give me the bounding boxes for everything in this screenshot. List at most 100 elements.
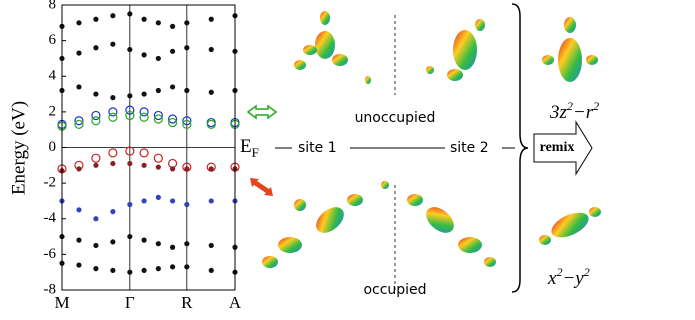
band-point [94, 17, 98, 21]
band-point [111, 240, 115, 244]
band-point [94, 217, 98, 221]
band-point [111, 42, 115, 46]
band-point [128, 48, 132, 52]
band-point [142, 238, 146, 242]
band-point [140, 149, 148, 157]
label-part: 2 [584, 265, 590, 279]
band-point [142, 199, 146, 203]
band-point [94, 46, 98, 50]
band-point [171, 245, 175, 249]
label-part: −y [562, 268, 584, 289]
band-point [156, 267, 160, 271]
band-point [128, 12, 132, 16]
band-point [111, 14, 115, 18]
y-tick-label: -4 [44, 210, 57, 226]
occupied-arrow [250, 178, 273, 196]
y-axis-label: Energy (eV) [8, 101, 29, 195]
band-point [77, 208, 81, 212]
band-point [209, 268, 213, 272]
band-point [128, 235, 132, 239]
band-point [128, 94, 132, 98]
band-point [156, 242, 160, 246]
band-point [142, 92, 146, 96]
band-point [171, 167, 175, 171]
band-point [185, 242, 189, 246]
band-point [209, 48, 213, 52]
remix-label: remix [540, 140, 575, 155]
label-part: −r [573, 102, 594, 123]
y-tick-label: 2 [49, 103, 57, 119]
band-point [77, 238, 81, 242]
band-point [209, 90, 213, 94]
fermi-sub: F [252, 145, 259, 160]
band-point [142, 53, 146, 57]
orbital-2-label: x2−y2 [547, 265, 590, 290]
band-point [171, 265, 175, 269]
band-point [142, 268, 146, 272]
unoccupied-label: unoccupied [355, 110, 436, 126]
band-point [94, 267, 98, 271]
band-point [185, 46, 189, 50]
band-point [156, 195, 160, 199]
site2-label: site 2 [450, 140, 489, 156]
band-point [156, 165, 160, 169]
band-point [185, 21, 189, 25]
band-point [111, 162, 115, 166]
band-point [77, 21, 81, 25]
site1-label: site 1 [298, 140, 337, 156]
band-point [154, 154, 162, 162]
band-point [128, 203, 132, 207]
band-point [94, 92, 98, 96]
band-point [128, 270, 132, 274]
band-point [171, 85, 175, 89]
band-point [142, 17, 146, 21]
band-point [209, 243, 213, 247]
y-tick-label: -2 [44, 175, 57, 191]
band-point [209, 17, 213, 21]
band-point [171, 199, 175, 203]
band-point [92, 154, 100, 162]
label-part: 2 [593, 99, 599, 113]
band-point [185, 89, 189, 93]
unoccupied-arrow [248, 106, 276, 118]
band-point [209, 199, 213, 203]
band-point [77, 167, 81, 171]
x-tick-label: R [181, 293, 193, 312]
band-point [140, 113, 148, 121]
x-tick-label: A [229, 293, 242, 312]
band-point [111, 210, 115, 214]
x-tick-label: Γ [125, 293, 135, 312]
band-point [92, 117, 100, 125]
band-point [109, 113, 117, 121]
band-point [77, 51, 81, 55]
band-point [128, 162, 132, 166]
occupied-label: occupied [363, 282, 426, 298]
band-point [185, 265, 189, 269]
band-point [94, 243, 98, 247]
band-point [142, 163, 146, 167]
band-point [77, 263, 81, 267]
band-point [94, 163, 98, 167]
y-tick-label: 0 [49, 139, 57, 155]
band-point [77, 85, 81, 89]
band-point [156, 89, 160, 93]
fermi-e: E [240, 136, 252, 157]
band-point [111, 96, 115, 100]
x-tick-label: M [54, 293, 69, 312]
orbital-1-label: 3z2−r2 [549, 99, 599, 124]
label-part: 3z [549, 102, 568, 123]
band-point [185, 167, 189, 171]
figure: Energy (eV) -8-6-4-202468MΓRA unoccupied… [0, 0, 695, 320]
band-point [185, 203, 189, 207]
band-point [111, 268, 115, 272]
band-point [209, 167, 213, 171]
fermi-label: EF [240, 136, 259, 160]
y-tick-label: 4 [49, 68, 57, 84]
band-point [171, 24, 175, 28]
y-tick-label: 8 [49, 0, 57, 12]
y-tick-label: -6 [44, 246, 57, 262]
band-point [156, 21, 160, 25]
band-point [109, 149, 117, 157]
y-tick-label: 6 [49, 32, 57, 48]
